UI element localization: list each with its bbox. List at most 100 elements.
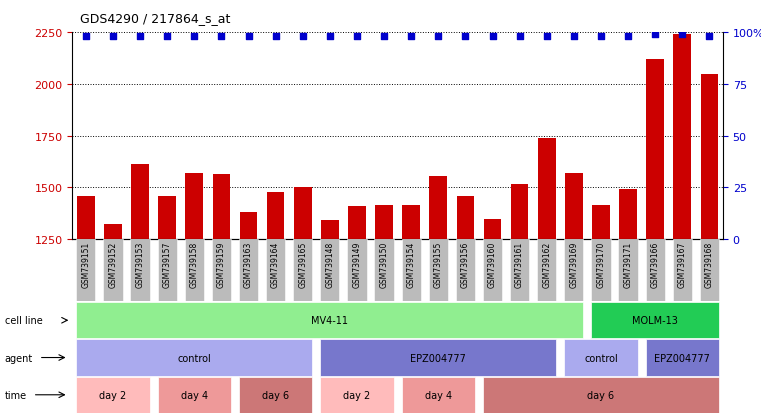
- Bar: [537, 240, 556, 301]
- Text: GSM739152: GSM739152: [109, 241, 117, 287]
- Text: EPZ004777: EPZ004777: [654, 353, 710, 363]
- Text: agent: agent: [5, 353, 33, 363]
- Bar: [619, 240, 638, 301]
- Text: GSM739157: GSM739157: [163, 241, 172, 288]
- Text: EPZ004777: EPZ004777: [410, 353, 466, 363]
- Text: day 2: day 2: [100, 390, 126, 400]
- Bar: [76, 240, 95, 301]
- Text: GSM739159: GSM739159: [217, 241, 226, 288]
- Text: GSM739169: GSM739169: [569, 241, 578, 288]
- Text: day 6: day 6: [262, 390, 289, 400]
- Text: day 4: day 4: [180, 390, 208, 400]
- Bar: [403, 205, 420, 413]
- Text: GSM739156: GSM739156: [461, 241, 470, 288]
- Text: GSM739149: GSM739149: [352, 241, 361, 288]
- Bar: [239, 240, 258, 301]
- Bar: [347, 240, 367, 301]
- Text: GSM739150: GSM739150: [380, 241, 389, 288]
- Bar: [266, 240, 285, 301]
- Text: control: control: [177, 353, 211, 363]
- Bar: [484, 220, 501, 413]
- Bar: [374, 240, 393, 301]
- Bar: [646, 60, 664, 413]
- Bar: [77, 196, 94, 413]
- Bar: [510, 240, 529, 301]
- Text: GSM739164: GSM739164: [271, 241, 280, 288]
- Text: GSM739151: GSM739151: [81, 241, 91, 287]
- Text: GDS4290 / 217864_s_at: GDS4290 / 217864_s_at: [80, 12, 231, 25]
- Bar: [701, 74, 718, 413]
- Text: day 4: day 4: [425, 390, 452, 400]
- Text: GSM739154: GSM739154: [406, 241, 416, 288]
- Bar: [375, 205, 393, 413]
- Point: [568, 34, 580, 40]
- Point: [297, 34, 309, 40]
- Bar: [429, 176, 447, 413]
- Bar: [483, 240, 502, 301]
- Bar: [130, 240, 150, 301]
- Text: MV4-11: MV4-11: [311, 316, 349, 325]
- Text: GSM739153: GSM739153: [135, 241, 145, 288]
- Text: GSM739163: GSM739163: [244, 241, 253, 288]
- Text: GSM739160: GSM739160: [488, 241, 497, 288]
- Text: GSM739167: GSM739167: [678, 241, 686, 288]
- Bar: [645, 240, 665, 301]
- Point: [460, 34, 472, 40]
- Bar: [185, 240, 204, 301]
- Bar: [402, 240, 421, 301]
- Text: GSM739171: GSM739171: [623, 241, 632, 287]
- Bar: [240, 213, 257, 413]
- Point: [134, 34, 146, 40]
- Bar: [267, 192, 285, 413]
- Point: [80, 34, 92, 40]
- Bar: [212, 174, 231, 413]
- Point: [595, 34, 607, 40]
- Point: [405, 34, 417, 40]
- Point: [514, 34, 526, 40]
- Text: GSM739158: GSM739158: [189, 241, 199, 287]
- Point: [378, 34, 390, 40]
- Text: GSM739161: GSM739161: [515, 241, 524, 287]
- Point: [649, 32, 661, 38]
- Bar: [103, 240, 123, 301]
- Text: GSM739148: GSM739148: [326, 241, 334, 287]
- Text: cell line: cell line: [5, 316, 43, 325]
- Bar: [131, 164, 149, 413]
- Bar: [294, 188, 311, 413]
- Bar: [158, 196, 176, 413]
- Point: [269, 34, 282, 40]
- Bar: [293, 240, 312, 301]
- Text: GSM739168: GSM739168: [705, 241, 714, 287]
- Bar: [511, 185, 528, 413]
- Point: [677, 32, 689, 38]
- Point: [703, 34, 715, 40]
- Point: [161, 34, 174, 40]
- Bar: [564, 240, 584, 301]
- Bar: [592, 205, 610, 413]
- Bar: [457, 196, 474, 413]
- Bar: [619, 190, 637, 413]
- Text: time: time: [5, 390, 27, 400]
- Text: MOLM-13: MOLM-13: [632, 316, 678, 325]
- Bar: [158, 240, 177, 301]
- Point: [107, 34, 119, 40]
- Point: [351, 34, 363, 40]
- Bar: [565, 173, 583, 413]
- Text: day 2: day 2: [343, 390, 371, 400]
- Text: GSM739165: GSM739165: [298, 241, 307, 288]
- Text: day 6: day 6: [587, 390, 615, 400]
- Point: [323, 34, 336, 40]
- Bar: [321, 221, 339, 413]
- Point: [486, 34, 498, 40]
- Bar: [700, 240, 719, 301]
- Text: GSM739162: GSM739162: [543, 241, 551, 287]
- Text: GSM739166: GSM739166: [651, 241, 660, 288]
- Bar: [212, 240, 231, 301]
- Text: control: control: [584, 353, 618, 363]
- Point: [243, 34, 255, 40]
- Point: [215, 34, 228, 40]
- Point: [432, 34, 444, 40]
- Bar: [673, 240, 692, 301]
- Point: [540, 34, 552, 40]
- Bar: [186, 173, 203, 413]
